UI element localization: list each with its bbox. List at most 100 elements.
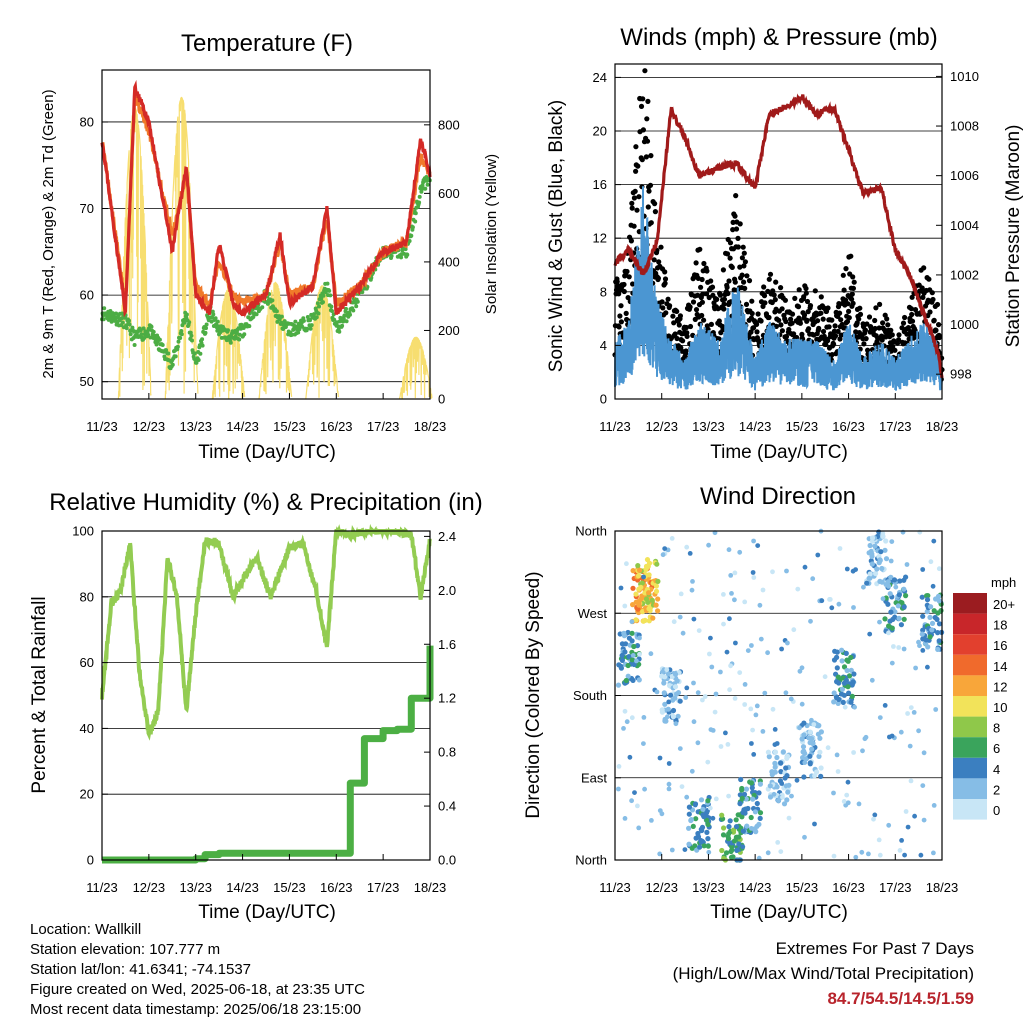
humidity-title: Relative Humidity (%) & Precipitation (i… (49, 489, 482, 516)
gust-point (766, 276, 772, 282)
direction-point (877, 715, 883, 720)
direction-point (785, 640, 790, 646)
gust-point (799, 331, 805, 337)
direction-point (661, 690, 667, 696)
wind-ytick-right-label: 1008 (950, 119, 979, 134)
gust-point (772, 297, 778, 303)
legend-label: 18 (993, 618, 1007, 633)
legend-label: 6 (993, 741, 1000, 756)
gust-point (644, 138, 651, 144)
direction-xtick-label: 13/23 (692, 880, 725, 895)
direction-point (726, 793, 731, 799)
direction-point (654, 689, 660, 695)
direction-point (817, 735, 823, 741)
direction-point (765, 749, 772, 755)
gust-point (727, 240, 734, 246)
direction-point (810, 740, 816, 747)
direction-point (807, 729, 813, 735)
gust-point (748, 329, 754, 335)
direction-point (844, 667, 850, 674)
direction-point (748, 780, 755, 786)
gust-point (927, 309, 933, 315)
direction-point (933, 707, 939, 712)
direction-point (697, 844, 703, 850)
pressure-line (613, 93, 944, 379)
dewpoint-point (237, 332, 242, 337)
gust-point (796, 287, 802, 293)
gust-point (623, 310, 629, 316)
direction-point (806, 735, 812, 741)
dewpoint-point (157, 337, 162, 342)
gust-point (628, 238, 635, 244)
direction-point (733, 640, 738, 646)
wind-xtick-label: 12/23 (645, 419, 678, 434)
direction-point (765, 850, 771, 856)
direction-point (666, 781, 672, 787)
direction-point (706, 542, 711, 548)
gust-point (639, 157, 645, 163)
direction-point (891, 644, 896, 649)
direction-point (832, 648, 838, 654)
direction-point (665, 671, 672, 677)
direction-point (733, 817, 739, 823)
direction-xtick-label: 11/23 (599, 880, 631, 895)
dewpoint-point (413, 219, 418, 224)
direction-point (836, 680, 842, 686)
gust-point (920, 294, 926, 300)
direction-point (844, 792, 850, 798)
direction-point (809, 717, 814, 723)
gust-point (909, 311, 915, 318)
dewpoint-point (219, 335, 224, 340)
direction-point (785, 789, 791, 795)
direction-point (709, 664, 715, 670)
legend-label: 8 (993, 721, 1000, 736)
rh-ytick-right-label: 1.6 (438, 637, 456, 652)
gust-point (857, 305, 863, 311)
direction-point (886, 822, 892, 828)
direction-point (809, 746, 815, 752)
direction-point (866, 575, 872, 581)
gust-point (908, 329, 914, 335)
rh-ytick-label: 20 (80, 787, 94, 802)
direction-ytick-label: North (575, 524, 607, 539)
temperature-panel: Temperature (F) 50607080020040060080011/… (40, 30, 500, 463)
direction-point (744, 823, 750, 829)
gust-point (849, 291, 855, 297)
gust-point (766, 314, 772, 321)
gust-point (825, 338, 831, 344)
direction-title: Wind Direction (700, 483, 856, 510)
direction-xtick-label: 16/23 (832, 880, 865, 895)
gust-point (791, 331, 797, 337)
direction-point (615, 682, 622, 688)
direction-point (835, 700, 841, 707)
direction-point (720, 832, 727, 838)
rh-ytick-right-label: 0.8 (438, 745, 456, 760)
direction-point (705, 836, 711, 842)
dewpoint-point (228, 340, 233, 345)
legend-swatch (953, 654, 987, 676)
gust-point (789, 320, 795, 326)
direction-point (677, 746, 683, 751)
direction-point (800, 755, 806, 761)
dewpoint-point (166, 351, 171, 356)
gust-point (856, 316, 862, 322)
gust-point (647, 182, 654, 188)
wind-ytick-label: 8 (600, 284, 607, 299)
dewpoint-point (329, 304, 334, 309)
direction-point (618, 663, 624, 670)
legend-swatch (953, 757, 987, 779)
direction-point (908, 705, 914, 710)
direction-point (674, 691, 680, 697)
direction-point (623, 677, 629, 684)
gust-point (762, 300, 768, 306)
direction-point (633, 591, 639, 597)
direction-point (751, 538, 756, 544)
direction-point (736, 841, 742, 847)
direction-point (766, 754, 772, 760)
dewpoint-point (301, 318, 306, 323)
rh-ytick-right-label: 0.0 (438, 853, 456, 868)
direction-point (757, 781, 764, 787)
legend-swatch (953, 737, 987, 758)
temp-ytick-label: 60 (80, 288, 94, 303)
direction-point (896, 645, 902, 650)
